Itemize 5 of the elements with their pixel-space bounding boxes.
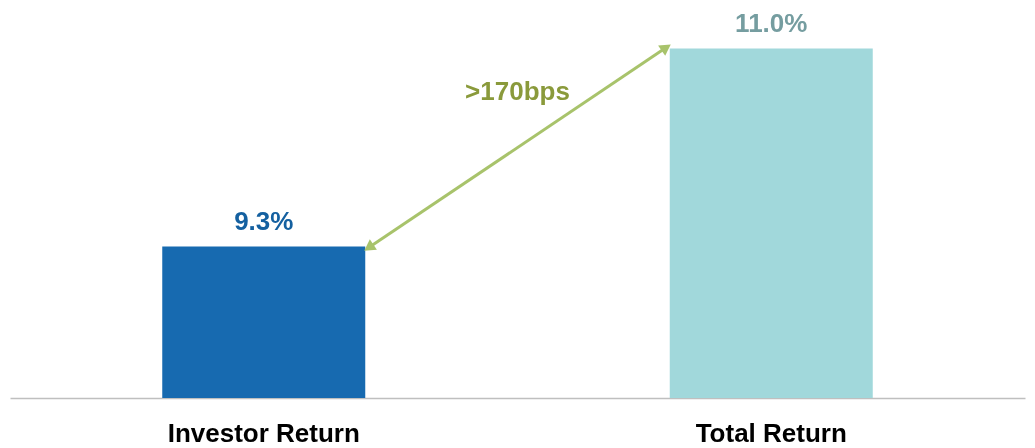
data-label: 11.0% <box>735 7 808 38</box>
x-tick-label: Investor Return <box>167 417 360 448</box>
x-tick-label: Total Return <box>695 417 847 448</box>
annotation: >170bps <box>465 76 570 107</box>
data-label: 9.3% <box>234 205 294 236</box>
